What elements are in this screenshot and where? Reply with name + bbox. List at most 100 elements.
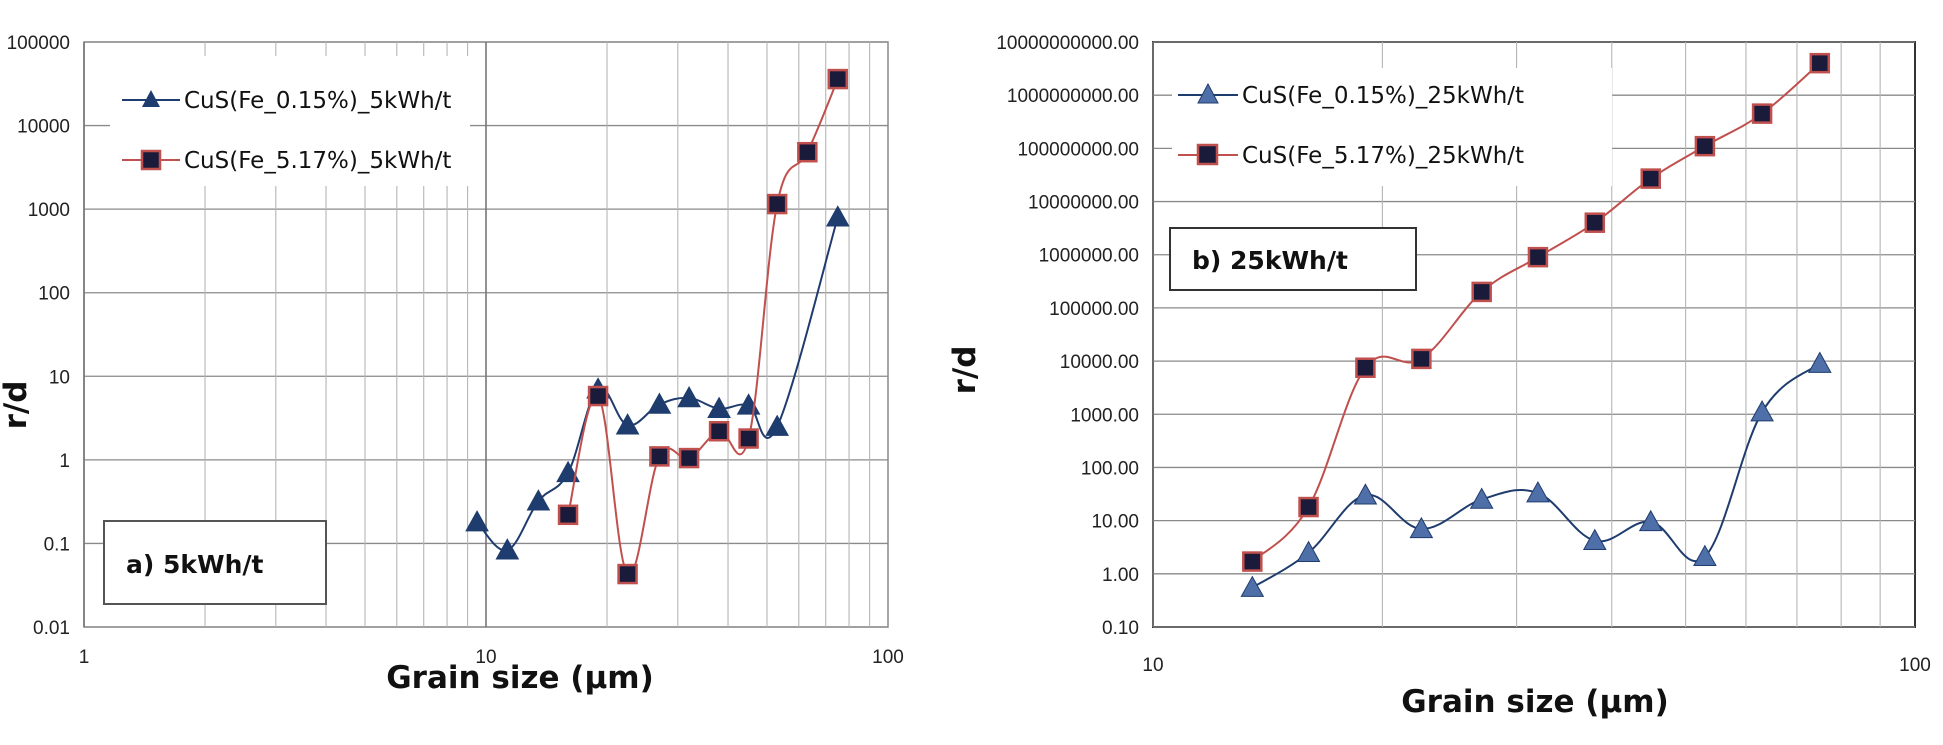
x-tick-label-0: 10 xyxy=(475,647,496,668)
data-point-1-1 xyxy=(1584,212,1606,233)
data-point-0-1 xyxy=(587,385,609,407)
y-tick-label-1: 100.00 xyxy=(1081,458,1139,479)
series-group-b xyxy=(1240,52,1832,597)
x-tick-label-1: 10 xyxy=(1142,655,1163,676)
y-tick-label-1: 10.00 xyxy=(1091,512,1139,533)
y-tick-label-1: 1000000000.00 xyxy=(1007,86,1139,107)
data-point-0-0 xyxy=(647,392,672,414)
data-point-0-0 xyxy=(526,489,551,511)
panel-label-b: b) 25kWh/t xyxy=(1192,246,1348,275)
y-tick-label-0: 10 xyxy=(49,367,70,388)
data-point-1-0 xyxy=(1807,351,1832,373)
data-point-0-1 xyxy=(617,563,638,585)
legend-box-a xyxy=(110,56,470,186)
y-tick-label-1: 10000000000.00 xyxy=(996,33,1139,54)
data-point-1-1 xyxy=(1527,246,1549,268)
data-point-0-0 xyxy=(677,385,701,408)
data-point-0-0 xyxy=(615,413,640,435)
x-tick-labels-b: 10 100 xyxy=(1142,655,1930,676)
legend-label-b-1: CuS(Fe_5.17%)_25kWh/t xyxy=(1242,143,1524,169)
y-tick-label-0: 10000 xyxy=(17,117,70,138)
data-point-0-1 xyxy=(678,447,700,469)
legend-marker-a-1 xyxy=(140,149,162,171)
data-point-1-0 xyxy=(1582,528,1607,550)
panel-label-box-b xyxy=(1169,227,1417,291)
data-point-1-1 xyxy=(1809,52,1831,74)
legend-marker-b-1 xyxy=(1196,143,1219,166)
y-tick-label-1: 100000000.00 xyxy=(1017,139,1139,160)
y-tick-labels-a: 0.01 0.1 1 10 100 1000 10000 100000 xyxy=(7,33,70,639)
data-point-1-0 xyxy=(1409,516,1434,539)
data-point-1-0 xyxy=(1353,483,1378,505)
x-tick-labels-a: 1 10 100 xyxy=(79,647,904,668)
legend-box-b xyxy=(1172,68,1612,186)
series-line-0-1 xyxy=(567,78,839,576)
data-point-0-1 xyxy=(827,68,849,90)
y-tick-label-1: 1000000.00 xyxy=(1039,246,1139,267)
x-tick-label-0: 1 xyxy=(79,647,90,668)
data-point-1-1 xyxy=(1355,357,1376,378)
data-point-0-1 xyxy=(708,420,730,442)
y-tick-label-1: 10000.00 xyxy=(1060,352,1139,373)
y-tick-label-0: 1 xyxy=(59,451,70,472)
data-point-0-1 xyxy=(738,428,759,449)
y-tick-label-0: 100 xyxy=(38,284,70,305)
data-point-0-0 xyxy=(765,414,790,436)
data-point-0-0 xyxy=(495,538,520,560)
y-tick-label-0: 0.01 xyxy=(33,618,70,639)
y-tick-label-0: 0.1 xyxy=(44,534,70,555)
x-axis-title-b: Grain size (µm) xyxy=(1401,684,1669,720)
data-point-1-0 xyxy=(1240,575,1265,597)
data-point-0-1 xyxy=(797,141,818,163)
y-tick-label-0: 100000 xyxy=(7,33,70,54)
chart-panel-b: 0.10 1.00 10.00 100.00 1000.00 10000.00 100000… xyxy=(947,33,1931,720)
chart-panel-a: 0.01 0.1 1 10 100 1000 10000 100000 1 10 100 CuS(… xyxy=(0,33,904,696)
data-point-1-1 xyxy=(1751,103,1773,124)
data-point-1-0 xyxy=(1296,540,1321,562)
data-point-1-0 xyxy=(1693,544,1717,566)
data-point-1-0 xyxy=(1469,487,1494,509)
data-point-0-1 xyxy=(557,504,579,526)
x-tick-label-1: 100 xyxy=(1899,655,1931,676)
series-line-1-1 xyxy=(1251,62,1821,563)
data-point-0-0 xyxy=(556,460,580,483)
panel-label-a: a) 5kWh/t xyxy=(126,550,264,579)
data-point-1-1 xyxy=(1298,496,1319,518)
y-tick-label-1: 1000.00 xyxy=(1070,405,1139,426)
data-point-0-0 xyxy=(707,396,731,418)
legend-item-b-0: CuS(Fe_0.15%)_25kWh/t xyxy=(1178,82,1524,109)
series-line-1-0 xyxy=(1251,362,1821,589)
data-point-0-1 xyxy=(649,446,670,467)
y-axis-title-a: r/d xyxy=(0,381,34,430)
legend-label-b-0: CuS(Fe_0.15%)_25kWh/t xyxy=(1242,83,1524,109)
x-axis-title-a: Grain size (µm) xyxy=(386,660,654,696)
y-tick-label-1: 10000000.00 xyxy=(1028,193,1139,214)
data-point-1-1 xyxy=(1471,281,1492,303)
data-point-0-0 xyxy=(465,510,489,532)
data-point-1-0 xyxy=(1526,481,1550,503)
x-tick-label-0: 100 xyxy=(872,647,904,668)
y-tick-label-1: 0.10 xyxy=(1102,618,1139,639)
data-point-1-0 xyxy=(1750,400,1774,422)
data-point-1-1 xyxy=(1242,551,1263,572)
legend-label-a-1: CuS(Fe_5.17%)_5kWh/t xyxy=(184,148,451,174)
y-tick-label-1: 100000.00 xyxy=(1049,299,1139,320)
legend-item-b-1: CuS(Fe_5.17%)_25kWh/t xyxy=(1178,143,1524,169)
y-tick-label-1: 1.00 xyxy=(1102,565,1139,586)
y-tick-label-0: 1000 xyxy=(28,200,70,221)
legend-marker-b-0 xyxy=(1197,82,1219,104)
legend-label-a-0: CuS(Fe_0.15%)_5kWh/t xyxy=(184,88,451,114)
series-group-a xyxy=(465,68,850,585)
y-axis-title-b: r/d xyxy=(947,346,983,395)
data-point-0-1 xyxy=(766,193,788,215)
panel-label-box-a xyxy=(103,520,327,605)
data-point-1-1 xyxy=(1411,348,1432,370)
data-point-1-1 xyxy=(1640,168,1661,189)
data-point-1-0 xyxy=(1638,509,1663,532)
legend-item-a-1: CuS(Fe_5.17%)_5kWh/t xyxy=(122,148,451,174)
data-point-1-1 xyxy=(1694,135,1716,157)
legend-item-a-0: CuS(Fe_0.15%)_5kWh/t xyxy=(122,88,451,114)
data-point-0-0 xyxy=(825,205,850,227)
legend-marker-a-0 xyxy=(142,90,160,107)
